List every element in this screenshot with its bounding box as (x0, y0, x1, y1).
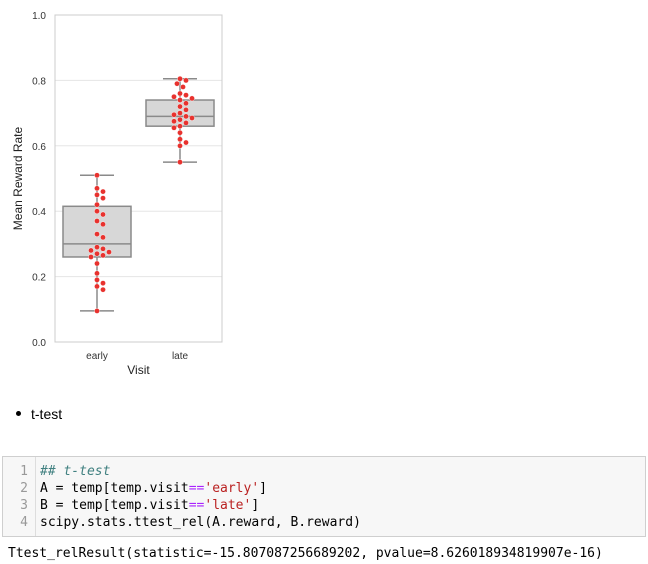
data-point (183, 107, 189, 113)
data-point (94, 244, 100, 250)
data-point (94, 201, 100, 208)
data-point (94, 283, 100, 290)
data-point (171, 125, 177, 131)
code-line: 4 scipy.stats.ttest_rel(A.reward, B.rewar… (3, 514, 361, 531)
x-axis-label: Visit (127, 363, 150, 377)
code-token: == (188, 498, 205, 513)
code-line: 1 ## t-test (3, 463, 110, 480)
y-tick-label: 1.0 (32, 11, 46, 22)
code-line: 3 B = temp[temp.visit=='late'] (3, 497, 259, 514)
code-token: B = temp[temp.visit (40, 498, 189, 513)
code-token: ] (251, 498, 260, 513)
data-point (94, 277, 100, 283)
data-point (174, 80, 180, 87)
y-tick-label: 0.6 (32, 142, 46, 153)
data-point (94, 250, 100, 257)
y-tick-label: 0.2 (32, 273, 46, 284)
code-text: A = temp[temp.visit=='early'] (40, 480, 267, 497)
data-point (100, 195, 106, 201)
data-point (189, 115, 195, 121)
y-axis-label: Mean Reward Rate (11, 126, 25, 230)
data-point (88, 254, 94, 260)
box-swarm-plot: 0.0 0.2 0.4 0.6 0.8 1.0 early late Visit Mean Rew… (0, 0, 240, 385)
data-point (100, 211, 106, 218)
bullet-item: t-test (16, 406, 62, 422)
data-point (180, 84, 186, 90)
data-point (100, 280, 106, 286)
data-point (177, 123, 183, 129)
data-point (183, 77, 189, 84)
code-token: ] (259, 481, 267, 496)
code-token: == (188, 481, 205, 496)
data-point (171, 93, 177, 100)
line-number: 3 (20, 498, 28, 513)
data-point (177, 116, 183, 123)
code-token: scipy.stats.ttest_rel(A.reward, B.reward… (40, 515, 361, 530)
data-point (177, 90, 183, 97)
data-point (177, 75, 183, 82)
data-point (177, 136, 183, 143)
data-point (177, 129, 183, 136)
code-text: B = temp[temp.visit=='late'] (40, 497, 259, 514)
y-tick-label: 0.4 (32, 207, 46, 218)
data-point (171, 118, 177, 125)
data-point (177, 97, 183, 103)
line-number-gutter (35, 457, 36, 536)
data-point (88, 247, 94, 254)
code-text: ## t-test (40, 463, 110, 480)
line-number: 2 (20, 481, 28, 496)
code-cell[interactable]: 1 ## t-test 2 A = temp[temp.visit=='early']… (2, 456, 646, 537)
code-token: 'early' (204, 481, 260, 496)
cell-output: Ttest_relResult(statistic=-15.8070872566… (8, 546, 603, 561)
data-point (189, 95, 195, 102)
bullet-text: t-test (31, 406, 63, 422)
data-point (94, 308, 100, 314)
code-token: ## t-test (40, 464, 111, 479)
data-point (106, 249, 112, 255)
data-point (94, 208, 100, 214)
x-tick-label: late (172, 351, 189, 362)
chart-svg: 0.0 0.2 0.4 0.6 0.8 1.0 early late Visit Mean Rew… (11, 11, 223, 377)
data-point (171, 111, 177, 118)
data-point (94, 218, 100, 224)
data-point (177, 110, 183, 116)
code-text: scipy.stats.ttest_rel(A.reward, B.reward… (40, 514, 361, 531)
plot-frame (54, 14, 223, 343)
data-point (100, 252, 106, 259)
data-point (183, 120, 189, 126)
data-point (94, 260, 100, 267)
data-point (183, 92, 189, 98)
data-point (94, 185, 100, 192)
data-point (100, 286, 106, 293)
data-point (100, 221, 106, 228)
line-number: 4 (20, 515, 28, 530)
data-point (100, 234, 106, 241)
data-point (177, 142, 183, 149)
data-point (94, 270, 100, 277)
data-point (183, 139, 189, 146)
y-tick-label: 0.8 (32, 76, 46, 87)
line-number: 1 (20, 464, 28, 479)
code-token: 'late' (204, 498, 252, 513)
data-point (100, 188, 106, 195)
data-point (94, 192, 100, 198)
data-point (183, 100, 189, 107)
bullet-dot-icon (16, 410, 21, 416)
data-point (94, 172, 100, 179)
data-point (177, 159, 183, 165)
data-point (100, 246, 106, 252)
x-tick-label: early (86, 351, 108, 362)
data-point (183, 113, 189, 120)
data-point (177, 103, 183, 110)
data-point (94, 231, 100, 237)
y-tick-label: 0.0 (32, 338, 46, 349)
code-line: 2 A = temp[temp.visit=='early'] (3, 480, 267, 497)
code-token: A = temp[temp.visit (40, 481, 189, 496)
